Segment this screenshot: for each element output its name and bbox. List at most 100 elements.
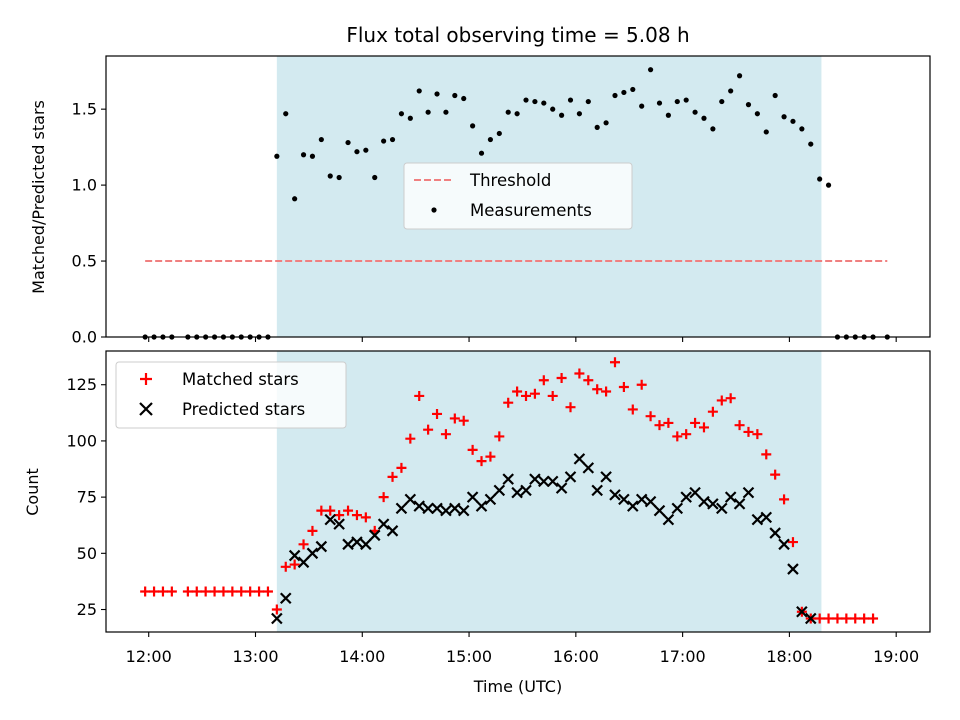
- count-axis-title: Count: [23, 468, 42, 516]
- ratio-panel: 0.0 0.5 1.0 1.5 Threshold Measurements: [72, 55, 931, 347]
- count-y-tick-label: 125: [66, 375, 97, 394]
- measurements-point: [647, 67, 654, 73]
- predicted-stars-point: [769, 527, 781, 539]
- count-legend: Matched stars Predicted stars: [115, 361, 347, 429]
- matched-stars-point: [182, 586, 193, 597]
- measurements-point: [683, 97, 689, 103]
- matched-stars-point: [351, 510, 362, 521]
- matched-stars-point: [734, 420, 745, 431]
- predicted-stars-point: [689, 486, 701, 499]
- predicted-stars-point: [449, 502, 461, 515]
- matched-stars-point: [868, 613, 879, 624]
- measurements-point: [336, 174, 342, 181]
- ratio-y-tick-label: 0.5: [72, 252, 97, 271]
- predicted-stars-point: [653, 504, 666, 517]
- measurements-point: [781, 114, 787, 120]
- matched-stars-point: [574, 368, 585, 379]
- measurements-point: [665, 112, 671, 118]
- matched-stars-point: [681, 429, 692, 440]
- measurements-point: [701, 115, 707, 121]
- predicted-stars-point: [288, 549, 301, 562]
- ratio-axes-frame: [105, 55, 931, 338]
- measurements-point: [772, 92, 778, 99]
- measurements-point: [372, 174, 378, 181]
- predicted-stars-point: [484, 493, 497, 506]
- matched-stars-point: [841, 613, 852, 624]
- x-tick-label: 13:00: [232, 647, 278, 666]
- matched-stars-point: [698, 422, 709, 433]
- predicted-stars-point: [787, 563, 799, 575]
- measurements-point: [585, 98, 591, 105]
- predicted-stars-point: [715, 502, 728, 515]
- matched-stars-point: [387, 471, 398, 482]
- predicted-stars-point: [760, 511, 773, 524]
- matched-stars-point: [467, 444, 478, 455]
- matched-stars-point: [458, 415, 469, 426]
- measurements-point: [728, 88, 734, 94]
- matched-stars-point: [859, 613, 870, 624]
- matched-stars-point: [609, 357, 620, 368]
- measurements-point: [532, 98, 538, 105]
- matched-stars-point: [850, 613, 861, 624]
- matched-stars-point: [209, 586, 220, 597]
- predicted-stars-point: [733, 498, 746, 510]
- predicted-stars-point: [368, 529, 381, 542]
- matched-stars-point: [779, 494, 790, 505]
- x-tick-label: 14:00: [339, 647, 385, 666]
- measurements-point: [416, 88, 422, 94]
- predicted-stars-point: [573, 453, 586, 465]
- measurements-point: [487, 136, 494, 143]
- predicted-stars-point: [297, 556, 310, 569]
- measurements-point: [745, 102, 752, 108]
- measurements-point: [630, 86, 636, 93]
- measurements-point: [274, 153, 280, 159]
- measurements-point: [363, 147, 369, 153]
- matched-stars-point: [254, 586, 265, 597]
- predicted-stars-point: [564, 471, 577, 483]
- matched-stars-point: [645, 411, 656, 422]
- measurements-point: [621, 89, 627, 96]
- count-y-tick-label: 75: [77, 488, 97, 507]
- matched-stars-point: [565, 402, 576, 413]
- predicted-stars-legend-swatch: [139, 402, 153, 416]
- matched-stars-point: [449, 413, 460, 424]
- predicted-stars-point: [511, 486, 523, 499]
- matched-stars-point: [627, 404, 638, 415]
- measurements-point: [425, 109, 431, 115]
- measurements-point: [496, 130, 502, 137]
- matched-stars-point: [654, 420, 665, 431]
- measurements-point: [309, 153, 316, 159]
- matched-stars-point: [476, 456, 487, 467]
- x-tick-label: 12:00: [126, 647, 172, 666]
- matched-stars-point: [200, 586, 211, 597]
- x-tick-label: 18:00: [766, 647, 812, 666]
- matched-stars-point: [770, 469, 781, 480]
- measurements-point: [790, 118, 796, 124]
- measurements-point: [514, 111, 520, 117]
- matched-stars-point: [618, 381, 629, 392]
- measurements-point: [825, 182, 832, 188]
- measurements-point: [656, 100, 663, 106]
- measurements-point: [550, 106, 556, 112]
- predicted-stars-point: [635, 493, 648, 506]
- matched-stars-point: [547, 390, 558, 401]
- predicted-stars-point: [342, 538, 354, 551]
- predicted-stars-point: [457, 504, 470, 517]
- matched-stars-point: [529, 388, 540, 399]
- predicted-stars-point: [546, 475, 559, 488]
- measurements-point: [763, 129, 769, 135]
- matched-stars-point: [280, 561, 291, 572]
- measurements-point: [576, 111, 582, 117]
- predicted-stars-point: [395, 502, 408, 515]
- predicted-stars-point: [422, 502, 434, 515]
- measurements-point: [345, 139, 351, 146]
- measurements-point: [817, 176, 823, 182]
- predicted-stars-point: [698, 495, 710, 508]
- predicted-stars-point: [377, 518, 390, 530]
- predicted-stars-point: [529, 473, 541, 485]
- predicted-stars-point: [386, 525, 399, 537]
- ratio-legend: Threshold Measurements: [403, 162, 633, 230]
- predicted-stars-point: [609, 489, 621, 501]
- matched-stars-point: [512, 386, 523, 397]
- predicted-stars-point: [591, 484, 603, 497]
